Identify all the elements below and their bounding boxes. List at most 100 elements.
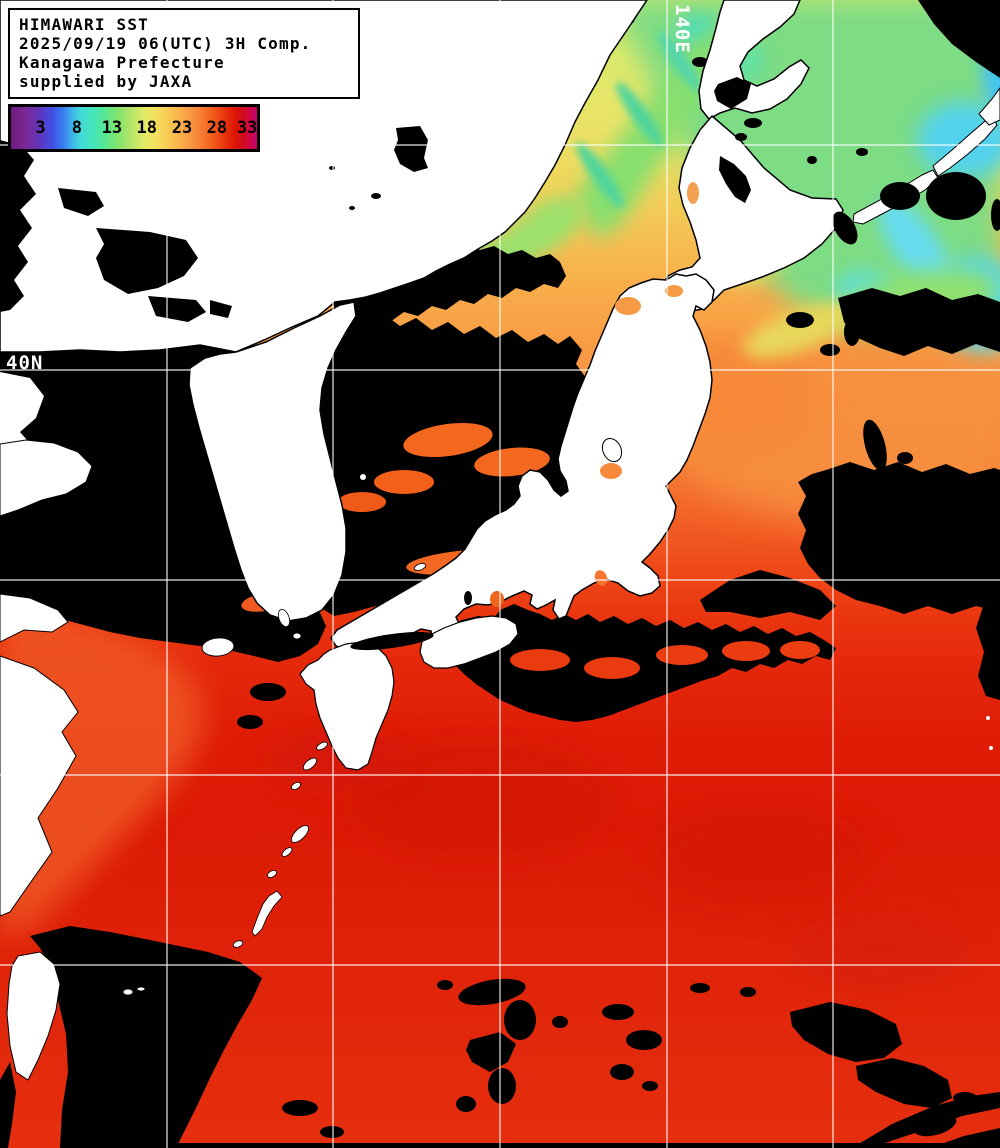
- dark-mark: [349, 206, 355, 210]
- cloud-right-edge-column: [976, 556, 1000, 700]
- bay-sendai: [600, 463, 622, 479]
- cloud-kuril-blob: [807, 156, 817, 164]
- cloud-hokkaido-west: [719, 156, 751, 203]
- land-shandong: [0, 439, 93, 517]
- dark-red-patch: [350, 745, 610, 855]
- cloud-blob: [456, 1096, 476, 1112]
- land-amami-island: [302, 757, 318, 771]
- land-sakishima: [122, 988, 134, 996]
- cloud-bit: [820, 344, 840, 356]
- cloud-east-big: [798, 462, 1000, 614]
- lake-khanka: [394, 126, 428, 172]
- seto-inland-shadow: [350, 631, 434, 651]
- cloud-on-land: [58, 188, 104, 216]
- land-amami-island: [291, 825, 309, 843]
- cloud-kuril-blob: [926, 172, 986, 220]
- cloud-blob: [320, 1126, 344, 1138]
- colorbar-tick: 23: [171, 118, 193, 138]
- info-datetime: 2025/09/19 06(UTC) 3H Comp.: [19, 34, 312, 53]
- cloud-blob: [790, 1002, 902, 1062]
- warm-patch-in-cloud: [780, 641, 820, 659]
- land-kyushu: [299, 641, 395, 771]
- cloud-on-land: [210, 300, 232, 318]
- cloud-left-sliver: [0, 1062, 16, 1148]
- land-okinawa: [251, 890, 283, 937]
- cloud-bit: [692, 57, 708, 67]
- warm-patch-in-cloud: [584, 657, 640, 679]
- cloud-blob: [250, 683, 286, 701]
- info-agency: Kanagawa Prefecture: [19, 53, 225, 72]
- warm-patch-in-cloud: [656, 645, 708, 665]
- cloud-bit: [786, 312, 814, 328]
- data-edge-line: [150, 1143, 1000, 1148]
- land-taiwan: [6, 951, 61, 1081]
- cloud-top-right-corner: [918, 0, 1000, 78]
- cloud-blob: [458, 978, 526, 1006]
- cloud-blob: [642, 1081, 658, 1091]
- lake-biwa: [464, 591, 472, 605]
- cloud-east-tohoku: [838, 288, 1000, 356]
- cloud-blob: [552, 1016, 568, 1028]
- cloud-hokkaido-north: [744, 118, 762, 128]
- colorbar-tick: 33: [236, 118, 258, 138]
- cloud-blob: [237, 715, 263, 729]
- cloud-blob: [602, 1004, 634, 1020]
- colorbar-tick: 13: [101, 118, 123, 138]
- land-kuril-strip: [978, 87, 1000, 126]
- land-kuril-strip: [932, 116, 998, 177]
- cloud-blob: [610, 1064, 634, 1080]
- longitude-label-140e: 140E: [671, 4, 693, 54]
- white-speck: [360, 474, 366, 480]
- cloud-blob: [488, 1068, 516, 1104]
- bay-ise: [490, 591, 504, 607]
- dark-red-patch: [650, 815, 870, 905]
- land-china-coast: [0, 593, 69, 643]
- bay-tokyo: [594, 570, 608, 586]
- coastal-teal-streak: [616, 81, 664, 149]
- cloud-sakhalin-blob: [714, 77, 751, 109]
- land-ogasawara: [986, 716, 990, 720]
- cloud-blob: [466, 1032, 516, 1072]
- cyan-water-patch: [917, 102, 1000, 178]
- warm-patch-in-cloud: [338, 492, 386, 512]
- cloud-kuril-blob: [856, 148, 868, 156]
- land-amami-island: [267, 869, 277, 879]
- dark-mark: [329, 166, 335, 170]
- cloud-kuril-blob: [991, 199, 1000, 231]
- colorbar-tick: 3: [35, 118, 46, 138]
- dark-mark: [371, 193, 381, 199]
- land-ogasawara: [989, 746, 993, 750]
- cloud-blob: [690, 983, 710, 993]
- latitude-label-40n: 40N: [6, 352, 43, 374]
- colorbar-tick: 28: [206, 118, 228, 138]
- cloud-streaks-bottom-right: [852, 1092, 1000, 1148]
- warm-patch-in-cloud: [722, 641, 770, 661]
- land-oki: [413, 563, 427, 571]
- colorbar-tick: 8: [71, 118, 83, 138]
- info-supplier: supplied by JAXA: [19, 72, 193, 91]
- land-sado: [601, 437, 623, 463]
- warm-patch-in-cloud: [403, 422, 493, 458]
- bay-mutsu: [615, 297, 641, 315]
- land-shikoku: [419, 615, 519, 669]
- warm-patch-in-cloud: [510, 649, 570, 671]
- coastal-teal-streak: [576, 141, 624, 209]
- bay-funka: [665, 285, 683, 297]
- cloud-streak: [863, 419, 887, 471]
- land-sakishima: [232, 940, 244, 948]
- land-china-coast: [0, 655, 79, 917]
- warm-patch-in-cloud: [374, 470, 434, 494]
- cloud-kuril-blob: [880, 182, 920, 210]
- land-amami-island: [316, 741, 328, 751]
- cloud-kuril-blob: [832, 211, 858, 245]
- land-korea: [188, 301, 357, 622]
- cloud-hokkaido-north: [735, 133, 747, 141]
- cloud-blob: [282, 1100, 318, 1116]
- cloud-blob: [626, 1030, 662, 1050]
- coastal-teal-streak: [658, 32, 702, 92]
- cloud-blob: [504, 1000, 536, 1040]
- cloud-bit: [844, 318, 860, 346]
- cloud-east-bridge: [700, 570, 836, 620]
